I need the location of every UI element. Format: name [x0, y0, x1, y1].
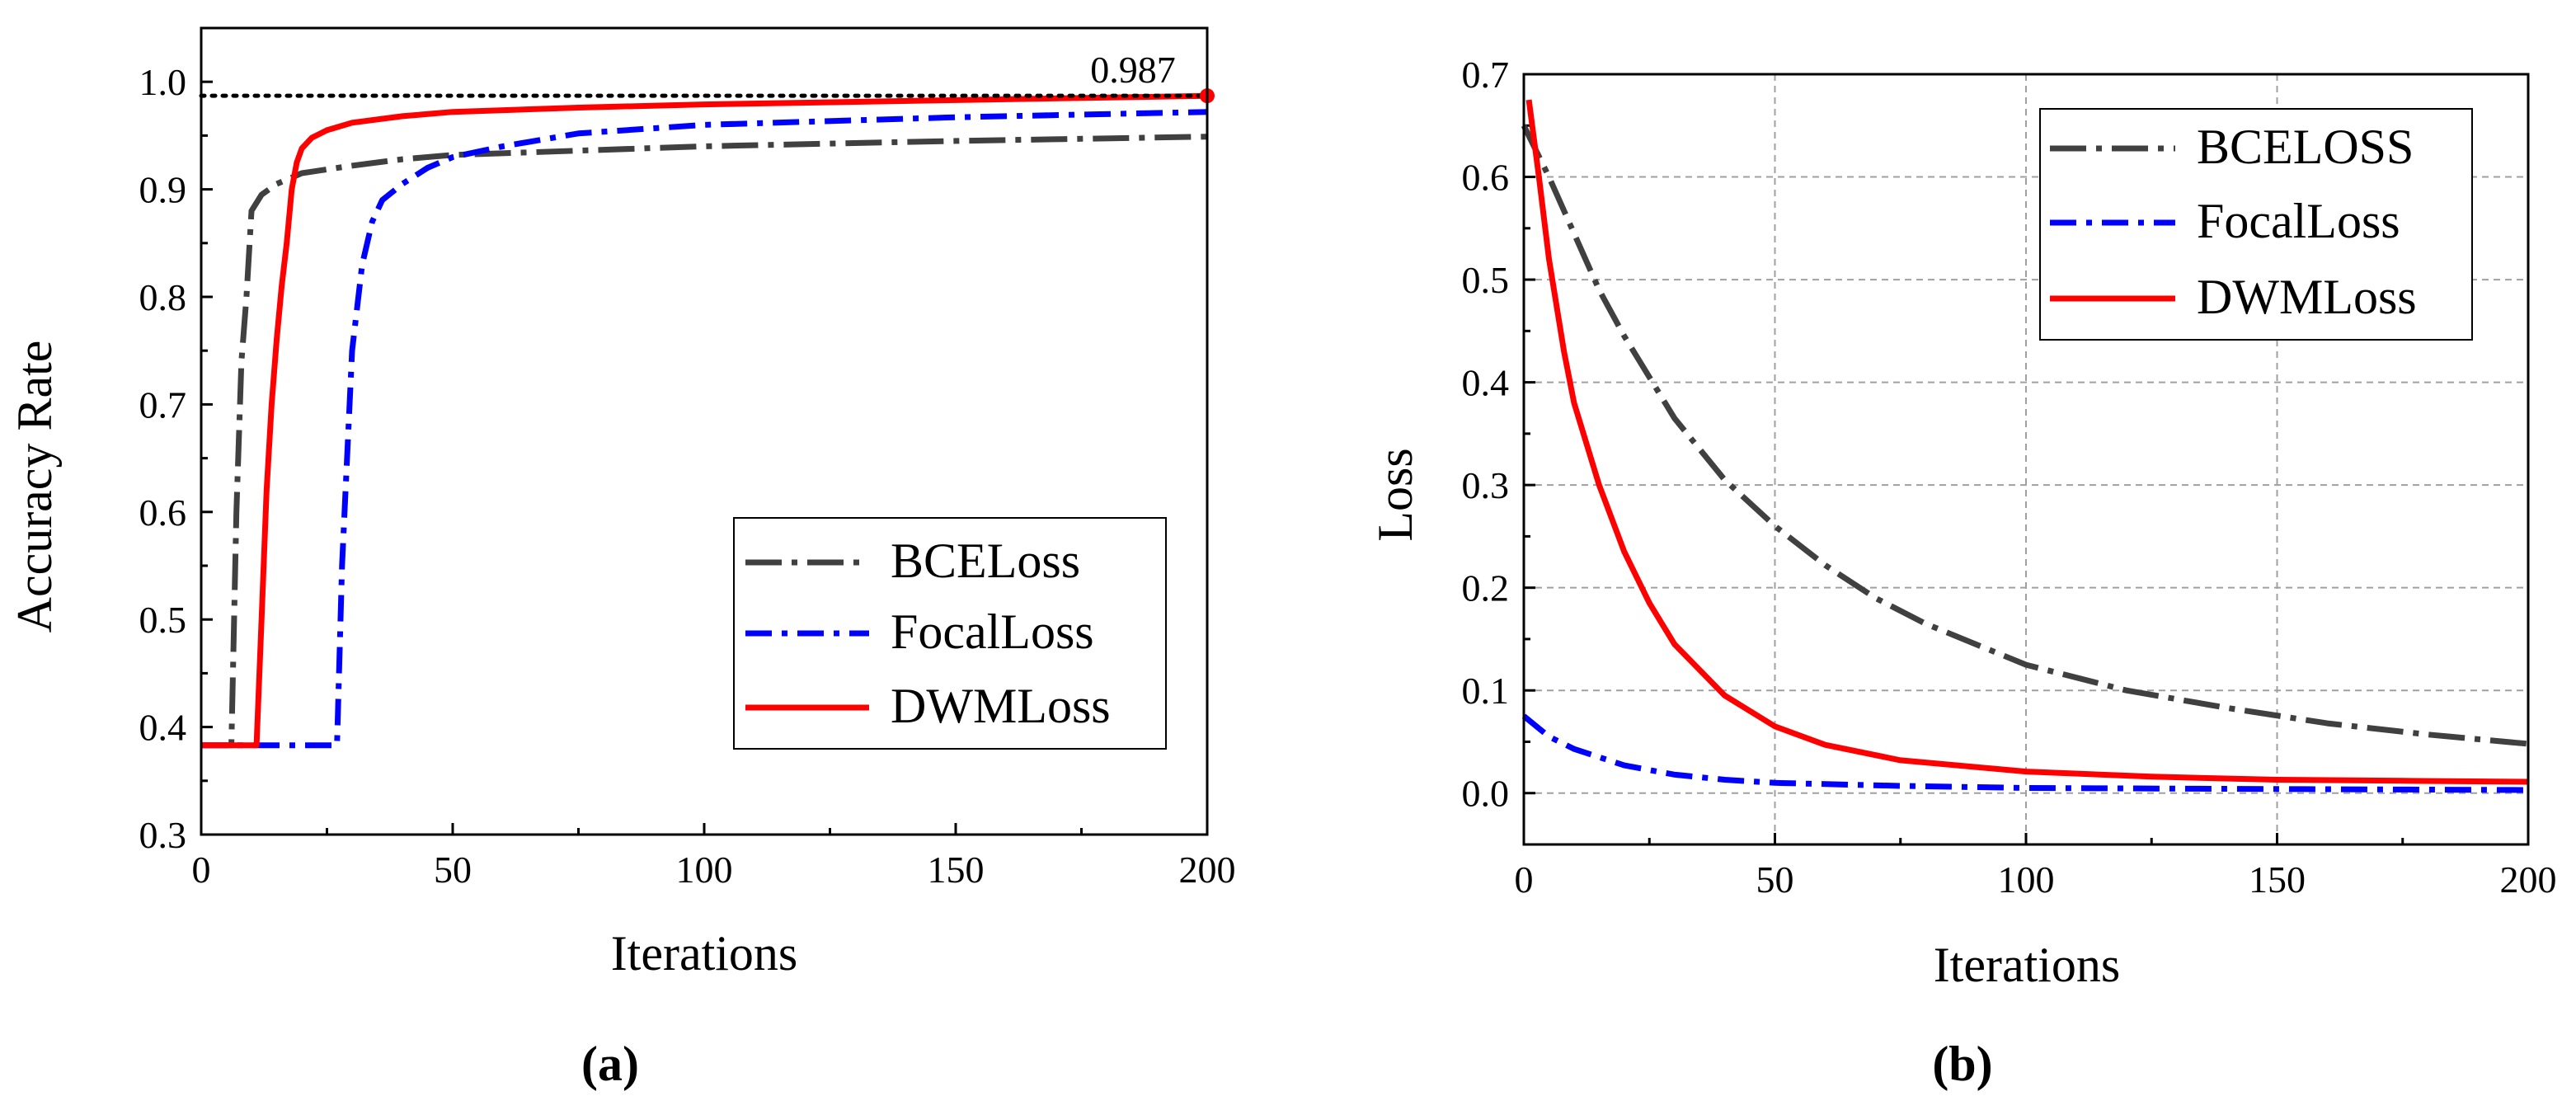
panel-a-y-tick-label: 1.0	[139, 61, 187, 103]
panel-b-ticks: 0 50 100 150 200 0.0 0.1 0.2 0.3 0.4 0.5 0.6 0.7	[1462, 54, 2557, 901]
panel-a-x-tick-label: 150	[928, 849, 985, 891]
panel-a-series	[201, 92, 1208, 749]
panel-b-y-tick-label: 0.2	[1462, 567, 1510, 609]
panel-b-y-tick-label: 0.5	[1462, 259, 1510, 301]
panel-b-y-tick-label: 0.1	[1462, 670, 1510, 712]
panel-b-x-tick-label: 0	[1515, 858, 1534, 901]
panel-a-y-tick-label: 0.4	[139, 707, 187, 749]
legend-a-bceloss-label: BCELoss	[891, 534, 1080, 588]
panel-b-series-focalloss	[1521, 713, 2529, 793]
panel-b-loss-chart: 0 50 100 150 200 0.0 0.1 0.2 0.3 0.4 0.5 0.6 0.7 Ite…	[1368, 54, 2557, 1091]
panel-b-y-tick-label: 0.7	[1462, 54, 1510, 96]
panel-a-series-focalloss	[201, 109, 1208, 749]
panel-a-y-tick-label: 0.6	[139, 492, 187, 534]
panel-a-x-tick-label: 100	[676, 849, 733, 891]
legend-b-focalloss-label: FocalLoss	[2197, 194, 2400, 248]
panel-a-series-dwmloss	[201, 92, 1208, 749]
panel-b-x-tick-label: 150	[2249, 858, 2306, 901]
legend-a-focalloss-label: FocalLoss	[891, 604, 1094, 659]
panel-b-label: (b)	[1932, 1037, 1992, 1091]
panel-b-series-dwmloss	[1525, 99, 2529, 785]
panel-a-x-tick-label: 0	[192, 849, 211, 891]
panel-a-accuracy-chart: 0 50 100 150 200 0.3 0.4 0.5 0.6 0.7 0.8 0.9 1.0 0.9…	[7, 26, 1236, 1091]
panel-b-y-tick-label: 0.4	[1462, 362, 1510, 404]
legend-b-dwmloss-label: DWMLoss	[2197, 270, 2417, 324]
panel-a-legend: BCELoss FocalLoss DWMLoss	[733, 517, 1167, 750]
reference-value-label: 0.987	[1090, 49, 1176, 91]
panel-a-y-axis-label: Accuracy Rate	[7, 341, 62, 633]
panel-b-y-tick-label: 0.6	[1462, 157, 1510, 199]
panel-a-y-tick-label: 0.3	[139, 814, 187, 856]
panel-b-x-tick-label: 50	[1756, 858, 1794, 901]
panel-a-label: (a)	[581, 1037, 639, 1091]
panel-a-ticks: 0 50 100 150 200 0.3 0.4 0.5 0.6 0.7 0.8 0.9 1.0	[139, 61, 1236, 891]
panel-b-series-bceloss	[1521, 124, 2529, 747]
panel-a-x-axis-label: Iterations	[611, 926, 798, 981]
panel-a-y-tick-label: 0.5	[139, 599, 187, 641]
panel-b-plot-frame	[1522, 73, 2530, 846]
panel-b-legend: BCELOSS FocalLoss DWMLoss	[2039, 108, 2473, 341]
panel-b-x-tick-label: 100	[1998, 858, 2055, 901]
panel-b-x-axis-label: Iterations	[1934, 938, 2121, 992]
panel-a-x-tick-label: 50	[434, 849, 472, 891]
panel-b-y-tick-label: 0.3	[1462, 464, 1510, 506]
panel-a-series-bceloss	[201, 134, 1208, 749]
panel-b-y-axis-label: Loss	[1368, 448, 1422, 541]
panel-a-y-tick-label: 0.7	[139, 383, 187, 426]
legend-b-bceloss-label: BCELOSS	[2197, 120, 2414, 174]
panel-b-y-tick-label: 0.0	[1462, 773, 1510, 815]
legend-a-dwmloss-label: DWMLoss	[891, 679, 1111, 733]
panel-a-plot-frame	[200, 26, 1209, 836]
panel-b-series	[1521, 99, 2529, 793]
panel-a-y-tick-label: 0.8	[139, 276, 187, 318]
panel-a-y-tick-label: 0.9	[139, 169, 187, 211]
panel-a-x-tick-label: 200	[1179, 849, 1236, 891]
panel-b-x-tick-label: 200	[2500, 858, 2557, 901]
